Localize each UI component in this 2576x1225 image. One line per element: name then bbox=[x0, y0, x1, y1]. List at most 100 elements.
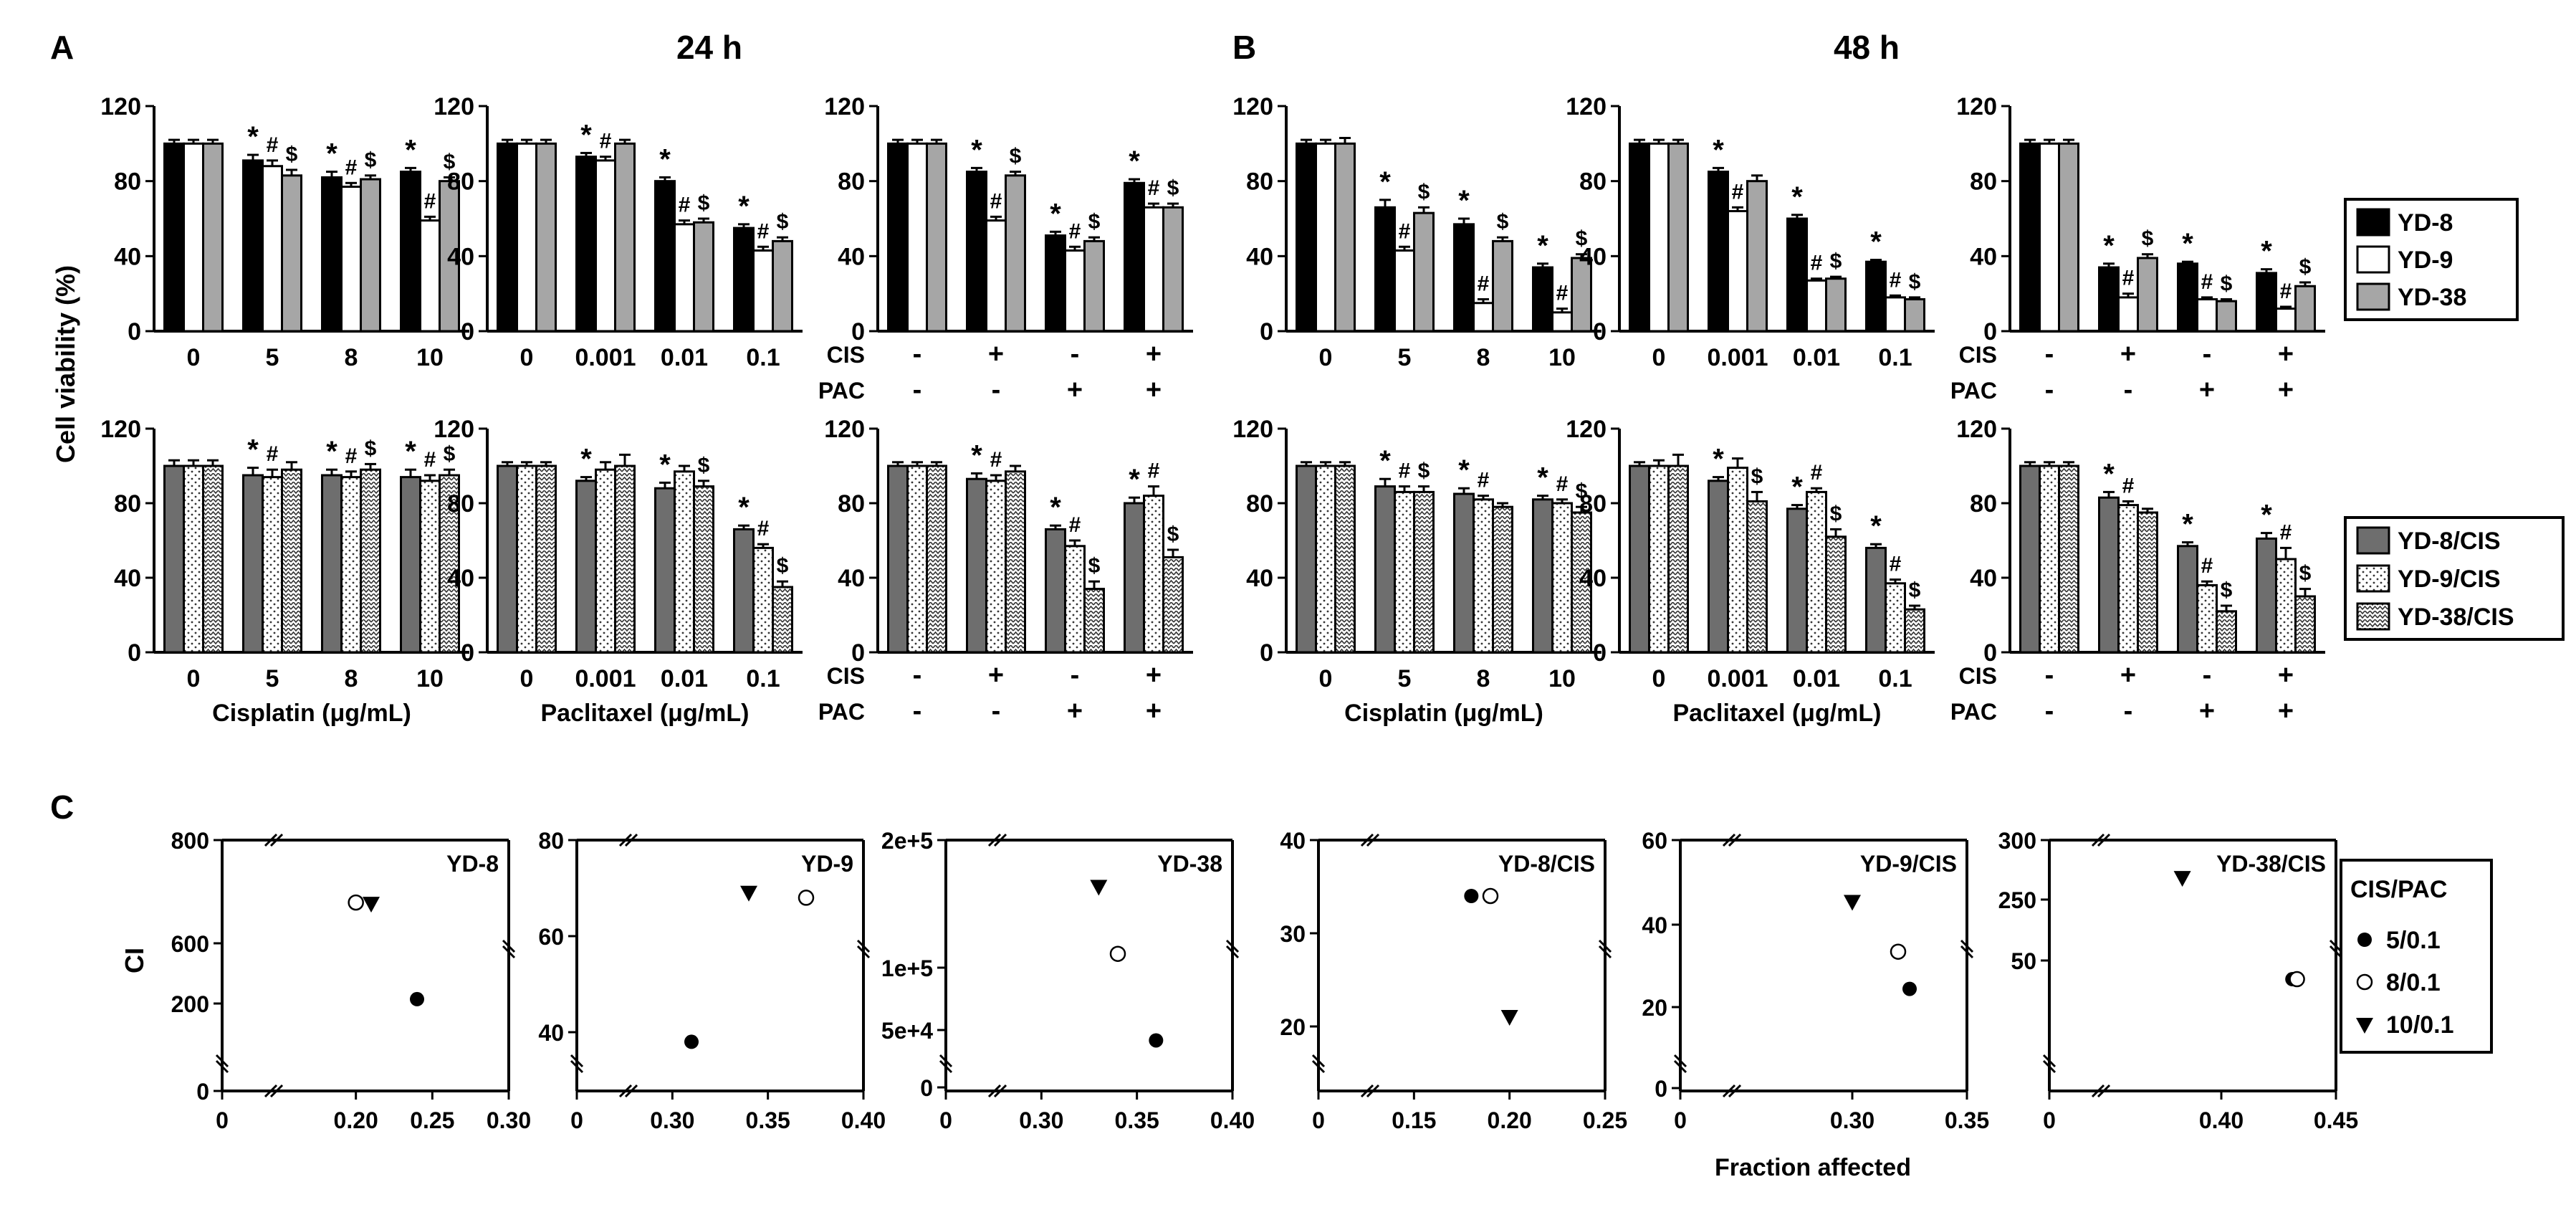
y-tick-label-b3: 0 bbox=[1983, 318, 1997, 345]
scatter-chart-c4: YD-8/CIS 20 30 40 0 0.15 0.20 0.25 bbox=[1280, 828, 1627, 1133]
significance-mark-b1: * bbox=[1379, 166, 1391, 198]
y-tick-label-b4: 120 bbox=[1232, 416, 1273, 443]
y-tick-label-b4: 40 bbox=[1246, 565, 1273, 592]
bar-a4-yd-9-cis bbox=[183, 464, 204, 654]
x-tick-label-b5: 0.01 bbox=[1793, 665, 1840, 692]
x-tick-label-c2: 0.35 bbox=[746, 1107, 790, 1133]
significance-mark-b2: $ bbox=[1830, 249, 1842, 273]
bar-a4-yd-8-cis bbox=[242, 474, 264, 654]
y-tick-label-a5: 120 bbox=[434, 416, 474, 443]
significance-mark-b2: * bbox=[1713, 134, 1724, 166]
y-tick-label-a2: 0 bbox=[461, 318, 474, 345]
point-c6-10-0-1 bbox=[2173, 871, 2191, 887]
cis-sign-a3: + bbox=[1146, 339, 1162, 369]
significance-mark-a5: * bbox=[659, 449, 671, 480]
x-axis-label-fraction-affected: Fraction affected bbox=[1715, 1154, 1911, 1181]
pac-sign-b3: - bbox=[2045, 375, 2054, 405]
scatter-chart-c2: YD-9 40 60 80 0 0.30 0.35 0.40 bbox=[538, 828, 886, 1133]
bar-b3-yd-8 bbox=[2256, 272, 2277, 333]
significance-mark-a2: # bbox=[600, 130, 612, 153]
legend-label-8-0-1: 8/0.1 bbox=[2386, 969, 2441, 996]
significance-mark-a1: $ bbox=[444, 150, 456, 173]
scatter-chart-c5: YD-9/CIS 0 20 40 60 0 0.30 0.35 bbox=[1642, 828, 1989, 1133]
x-tick-label-c6: 0.45 bbox=[2314, 1107, 2358, 1133]
bar-b2-yd-8 bbox=[1865, 260, 1887, 333]
scatter-title-c5: YD-9/CIS bbox=[1860, 851, 1957, 877]
cis-sign-a3: + bbox=[988, 339, 1004, 369]
axis-break-c4 bbox=[1360, 1084, 1380, 1098]
point-c3-8-0-1 bbox=[1109, 945, 1126, 962]
y-tick-label-c3: 0 bbox=[920, 1075, 933, 1101]
significance-mark-b4: # bbox=[1478, 469, 1490, 492]
bar-b4-yd-9-cis bbox=[1315, 464, 1336, 654]
bar-a3-yd-38 bbox=[926, 142, 947, 333]
legend-parental-frame bbox=[2344, 198, 2519, 321]
legend-label-yd8: YD-8 bbox=[2398, 209, 2453, 237]
bar-b6-yd-38-cis bbox=[2058, 464, 2079, 654]
axis-break-c5 bbox=[1722, 1084, 1742, 1098]
significance-mark-b3: # bbox=[2280, 280, 2292, 303]
bar-b4-yd-38-cis bbox=[1492, 505, 1513, 654]
x-tick-label-b5: 0.001 bbox=[1707, 665, 1768, 692]
y-tick-label-c1: 200 bbox=[171, 991, 209, 1017]
bar-a4-yd-9-cis bbox=[340, 476, 362, 654]
legend-swatch-yd9 bbox=[2356, 245, 2390, 274]
significance-mark-b6: # bbox=[2201, 554, 2213, 578]
pac-sign-b6: + bbox=[2199, 696, 2215, 726]
axis-break-c2 bbox=[618, 1084, 638, 1098]
y-tick-label-b5: 0 bbox=[1593, 639, 1607, 667]
legend-label-5-0-1: 5/0.1 bbox=[2386, 927, 2441, 954]
bar-b1-yd-38 bbox=[1492, 239, 1513, 333]
significance-mark-a4: * bbox=[326, 436, 337, 467]
y-tick-label-c6: 250 bbox=[1998, 887, 2036, 913]
legend-ci-title: CIS/PAC bbox=[2350, 876, 2447, 903]
significance-mark-a3: * bbox=[1050, 198, 1061, 229]
bar-a2-yd-38 bbox=[693, 221, 714, 333]
scatter-chart-c3: YD-38 0 5e+4 1e+5 2e+5 0 0.30 0.35 0.40 bbox=[881, 828, 1255, 1133]
y-tick-label-c5: 20 bbox=[1642, 995, 1667, 1021]
bar-a2-yd-8 bbox=[733, 227, 755, 333]
x-tick-label-c2: 0.40 bbox=[841, 1107, 886, 1133]
significance-mark-a4: # bbox=[424, 448, 436, 472]
significance-mark-b4: # bbox=[1399, 459, 1411, 483]
x-tick-label-a4: 8 bbox=[345, 665, 358, 692]
bar-a6-yd-38-cis bbox=[1162, 556, 1184, 654]
cis-sign-a6: + bbox=[1146, 660, 1162, 690]
bar-b1-yd-8 bbox=[1296, 142, 1317, 333]
bar-a2-yd-38 bbox=[772, 239, 793, 333]
bar-a6-yd-38-cis bbox=[926, 464, 947, 654]
bar-b3-yd-8 bbox=[2098, 266, 2120, 333]
bar-b5-yd-8-cis bbox=[1629, 464, 1650, 654]
panel-label-b: B bbox=[1232, 29, 1256, 66]
significance-mark-a5: $ bbox=[698, 454, 710, 477]
bar-a2-yd-9 bbox=[752, 249, 774, 333]
significance-mark-a6: # bbox=[1069, 513, 1081, 537]
bar-b6-yd-9-cis bbox=[2196, 583, 2218, 654]
x-tick-label-a2: 0.1 bbox=[746, 344, 780, 371]
pac-sign-a3: + bbox=[1146, 375, 1162, 405]
legend-marker-open-circle bbox=[2356, 973, 2373, 991]
x-tick-label-b4: 8 bbox=[1477, 665, 1490, 692]
bar-a2-yd-9 bbox=[674, 223, 695, 333]
y-tick-label-c3: 5e+4 bbox=[881, 1018, 933, 1044]
cis-sign-a3: - bbox=[1071, 339, 1080, 369]
y-tick-label-b5: 80 bbox=[1579, 490, 1607, 518]
bar-a4-yd-38-cis bbox=[202, 464, 224, 654]
x-tick-label-b1: 10 bbox=[1548, 344, 1576, 371]
row-label-cis-a6: CIS bbox=[827, 663, 865, 689]
y-tick-label-a3: 40 bbox=[838, 243, 865, 270]
bar-b3-yd-38 bbox=[2294, 285, 2316, 333]
legend-swatch-yd8-cis bbox=[2356, 526, 2390, 555]
bar-b4-yd-9-cis bbox=[1394, 490, 1415, 654]
x-axis-label-a4: Cisplatin (μg/mL) bbox=[212, 700, 411, 727]
y-tick-label-a5: 80 bbox=[447, 490, 474, 518]
bar-b6-yd-38-cis bbox=[2216, 610, 2237, 654]
x-tick-label-a4: 5 bbox=[266, 665, 279, 692]
bar-b1-yd-8 bbox=[1453, 223, 1475, 333]
y-tick-label-a5: 40 bbox=[447, 565, 474, 592]
point-c3-10-0-1 bbox=[1090, 880, 1108, 896]
axis-break-c2 bbox=[570, 1054, 584, 1074]
axis-break-c6 bbox=[2042, 1054, 2057, 1074]
bar-a3-yd-38 bbox=[1005, 174, 1026, 333]
bar-a1-yd-8 bbox=[163, 142, 185, 333]
